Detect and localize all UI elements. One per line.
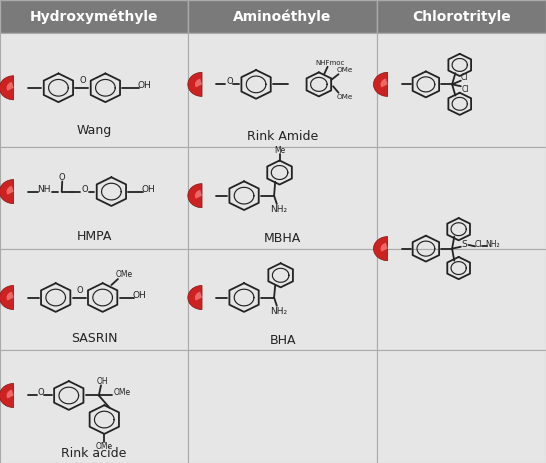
Wedge shape bbox=[188, 72, 202, 96]
Wedge shape bbox=[188, 184, 202, 208]
FancyBboxPatch shape bbox=[377, 0, 546, 33]
Wedge shape bbox=[195, 190, 202, 199]
Text: OH: OH bbox=[141, 185, 156, 194]
Text: Chlorotrityle: Chlorotrityle bbox=[412, 10, 511, 24]
Wedge shape bbox=[381, 79, 388, 88]
Text: OMe: OMe bbox=[96, 442, 113, 451]
Text: NH₂: NH₂ bbox=[485, 239, 500, 249]
Text: MBHA: MBHA bbox=[264, 232, 301, 245]
Wedge shape bbox=[195, 292, 202, 300]
Wedge shape bbox=[7, 390, 14, 399]
Text: O: O bbox=[79, 76, 86, 85]
FancyBboxPatch shape bbox=[188, 350, 377, 463]
Wedge shape bbox=[0, 180, 14, 204]
Wedge shape bbox=[0, 76, 14, 100]
Text: OMe: OMe bbox=[337, 68, 353, 74]
FancyBboxPatch shape bbox=[377, 147, 546, 249]
Wedge shape bbox=[0, 383, 14, 407]
Text: Cl: Cl bbox=[474, 239, 482, 249]
Text: Rink acide: Rink acide bbox=[62, 448, 127, 461]
Text: S: S bbox=[461, 239, 467, 249]
Wedge shape bbox=[0, 286, 14, 310]
Text: OH: OH bbox=[137, 81, 151, 90]
FancyBboxPatch shape bbox=[0, 33, 188, 147]
Text: BHA: BHA bbox=[269, 334, 296, 347]
Text: O: O bbox=[59, 173, 66, 182]
Text: Cl: Cl bbox=[460, 73, 468, 82]
Text: OMe: OMe bbox=[116, 270, 133, 279]
Wedge shape bbox=[195, 79, 202, 88]
FancyBboxPatch shape bbox=[188, 33, 377, 147]
Text: NH: NH bbox=[38, 185, 51, 194]
Text: SASRIN: SASRIN bbox=[71, 332, 117, 345]
Wedge shape bbox=[373, 72, 388, 96]
Text: HMPA: HMPA bbox=[76, 230, 112, 243]
FancyBboxPatch shape bbox=[188, 0, 377, 33]
Text: NH₂: NH₂ bbox=[270, 307, 287, 316]
Wedge shape bbox=[188, 286, 202, 310]
Wedge shape bbox=[7, 292, 14, 300]
FancyBboxPatch shape bbox=[188, 147, 377, 249]
Text: O: O bbox=[38, 388, 44, 397]
Text: OMe: OMe bbox=[337, 94, 353, 100]
Text: NH₂: NH₂ bbox=[270, 205, 287, 214]
Text: NHFmoc: NHFmoc bbox=[315, 60, 345, 66]
Text: O: O bbox=[76, 286, 83, 294]
FancyBboxPatch shape bbox=[377, 350, 546, 463]
FancyBboxPatch shape bbox=[0, 0, 188, 33]
Text: OH: OH bbox=[96, 377, 108, 386]
Wedge shape bbox=[381, 243, 388, 251]
Wedge shape bbox=[7, 82, 14, 91]
FancyBboxPatch shape bbox=[0, 147, 188, 249]
Text: Wang: Wang bbox=[76, 125, 112, 138]
Text: O: O bbox=[82, 185, 88, 194]
Text: Aminoéthyle: Aminoéthyle bbox=[233, 9, 332, 24]
Wedge shape bbox=[7, 186, 14, 194]
Text: O: O bbox=[226, 77, 233, 86]
FancyBboxPatch shape bbox=[377, 249, 546, 350]
Text: Me: Me bbox=[274, 146, 285, 155]
Text: Cl: Cl bbox=[461, 86, 469, 94]
FancyBboxPatch shape bbox=[0, 249, 188, 350]
Text: OH: OH bbox=[133, 291, 147, 300]
FancyBboxPatch shape bbox=[188, 249, 377, 350]
Text: Rink Amide: Rink Amide bbox=[247, 130, 318, 143]
Wedge shape bbox=[373, 237, 388, 261]
FancyBboxPatch shape bbox=[377, 33, 546, 147]
FancyBboxPatch shape bbox=[0, 350, 188, 463]
Text: OMe: OMe bbox=[113, 388, 130, 397]
Text: Hydroxyméthyle: Hydroxyméthyle bbox=[30, 9, 158, 24]
